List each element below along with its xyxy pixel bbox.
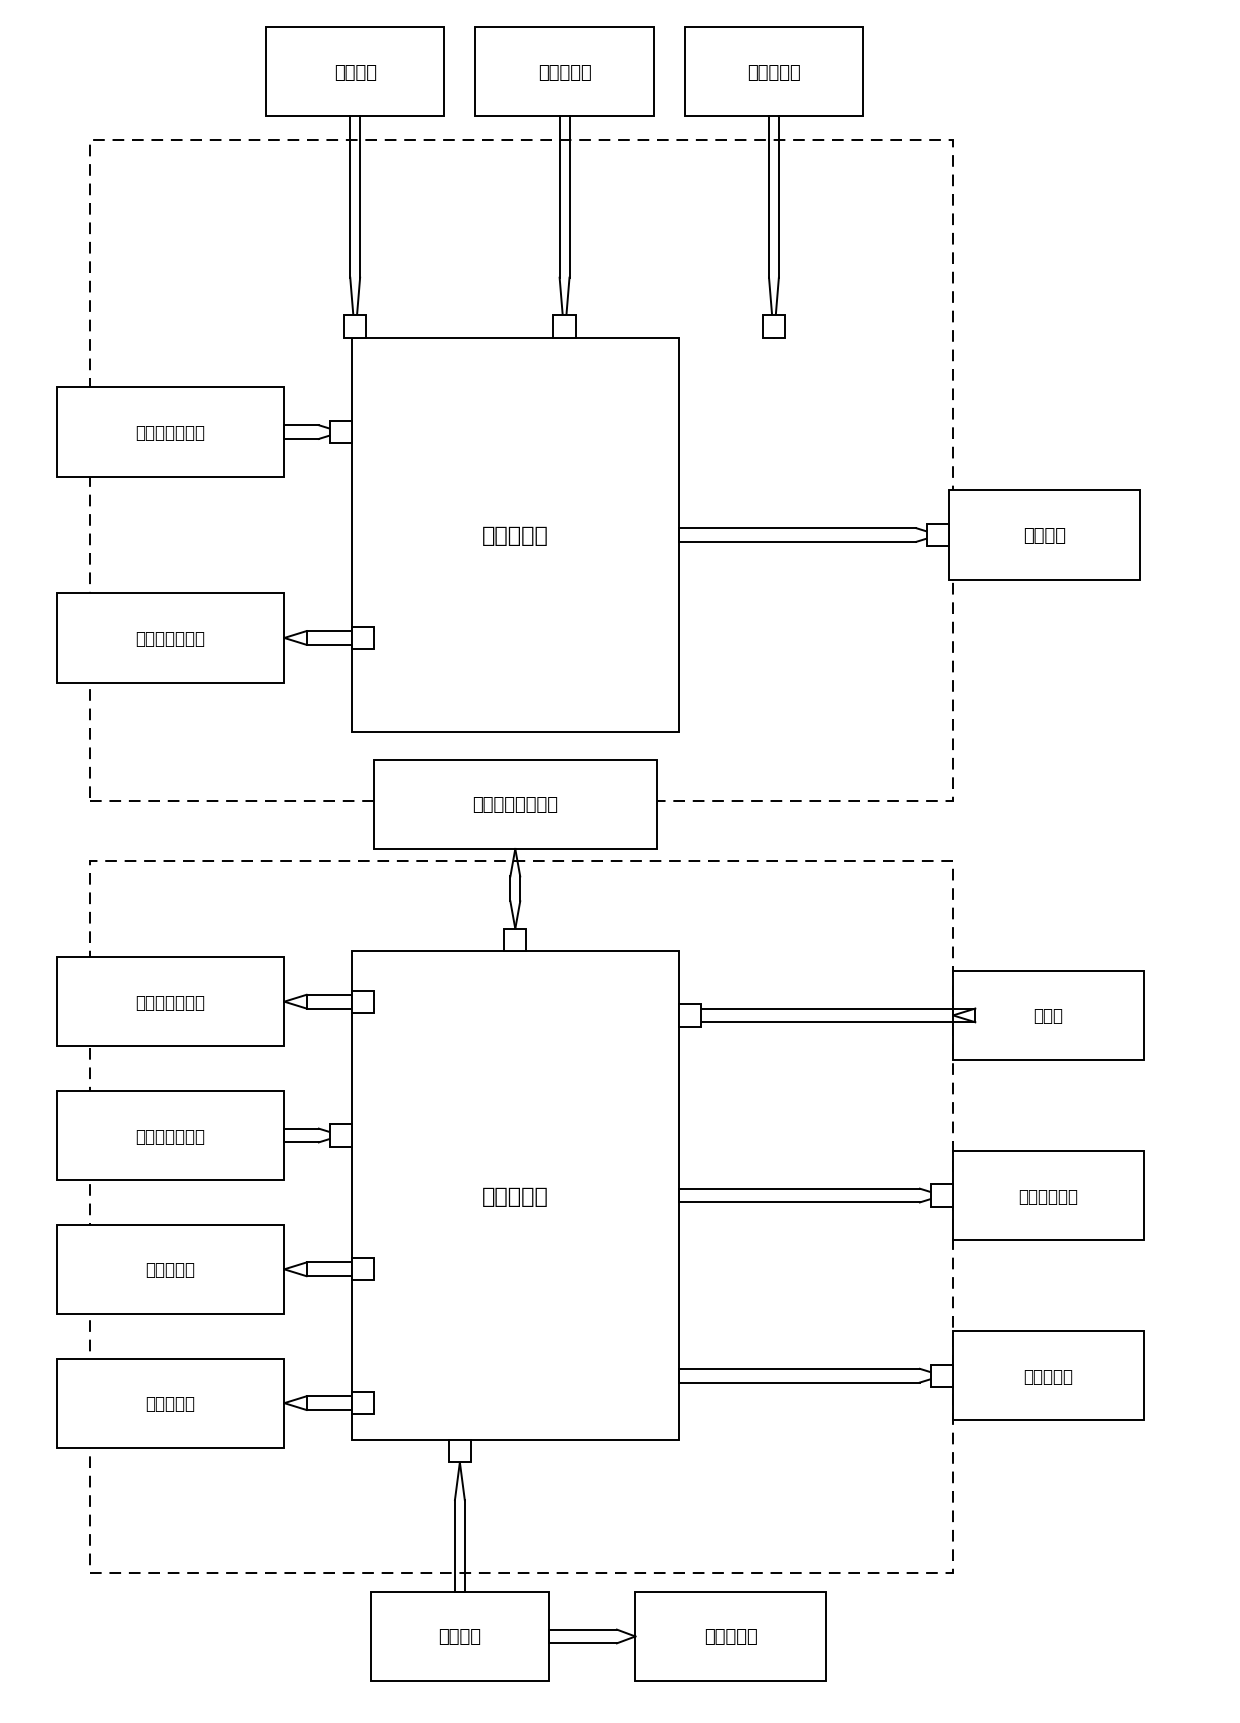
Text: 其它传感器: 其它传感器	[746, 64, 801, 81]
Text: 第二无线发射器: 第二无线发射器	[135, 629, 206, 648]
Bar	[954, 972, 1145, 1060]
Text: 数据输出接口: 数据输出接口	[1018, 1187, 1079, 1204]
Bar	[475, 28, 653, 117]
Text: 第二电源: 第二电源	[439, 1628, 481, 1645]
Bar	[449, 1440, 471, 1463]
Bar	[330, 1125, 352, 1148]
Bar	[265, 28, 444, 117]
Bar	[330, 422, 352, 445]
Bar	[371, 1592, 549, 1682]
Bar	[763, 317, 785, 338]
Bar	[57, 594, 284, 684]
Bar	[57, 1359, 284, 1447]
Text: 程控开关: 程控开关	[1023, 527, 1066, 544]
Bar	[931, 1185, 954, 1208]
Bar	[635, 1592, 826, 1682]
Text: 第一电源: 第一电源	[334, 64, 377, 81]
Bar	[352, 1258, 374, 1280]
Bar	[684, 28, 863, 117]
Bar	[928, 524, 950, 546]
Bar	[373, 760, 657, 849]
Bar	[352, 338, 678, 732]
Text: 第二无线发射器: 第二无线发射器	[135, 992, 206, 1011]
Bar	[352, 627, 374, 650]
Text: 第一无线接收器: 第一无线接收器	[135, 424, 206, 441]
Bar	[954, 1332, 1145, 1420]
Bar	[57, 1091, 284, 1180]
Bar	[553, 317, 575, 338]
Bar	[954, 1151, 1145, 1241]
Text: 数据存储器: 数据存储器	[1023, 1366, 1074, 1385]
Text: 电源指示灯: 电源指示灯	[704, 1628, 758, 1645]
Bar	[931, 1365, 954, 1387]
Bar	[91, 141, 952, 801]
Bar	[505, 929, 527, 951]
Bar	[950, 491, 1141, 581]
Bar	[91, 862, 952, 1573]
Bar	[57, 388, 284, 477]
Text: 报警指示灯: 报警指示灯	[145, 1394, 196, 1413]
Text: 压力传感器: 压力传感器	[538, 64, 591, 81]
Bar	[352, 1392, 374, 1415]
Bar	[345, 317, 366, 338]
Bar	[352, 991, 374, 1013]
Text: 第二无线接收器: 第二无线接收器	[135, 1127, 206, 1144]
Text: 人机交互操作按键: 人机交互操作按键	[472, 796, 558, 813]
Bar	[57, 1225, 284, 1315]
Text: 报警蜂鸣器: 报警蜂鸣器	[145, 1261, 196, 1278]
Bar	[57, 958, 284, 1046]
Bar	[678, 1005, 701, 1027]
Text: 第一单片机: 第一单片机	[482, 526, 549, 546]
Text: 显示器: 显示器	[1034, 1006, 1064, 1025]
Bar	[352, 951, 678, 1440]
Text: 第二单片机: 第二单片机	[482, 1185, 549, 1206]
